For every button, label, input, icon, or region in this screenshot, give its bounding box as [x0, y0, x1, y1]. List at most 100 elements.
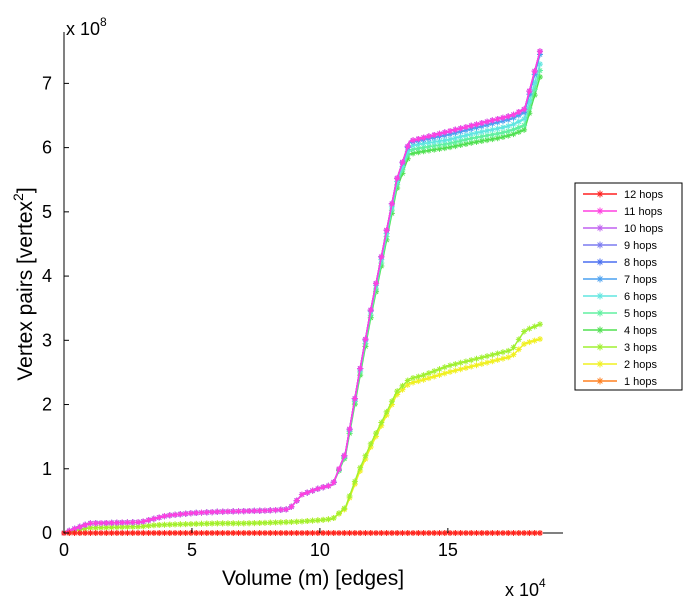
data-point — [76, 523, 83, 530]
data-point — [261, 530, 268, 536]
data-point — [515, 108, 522, 115]
data-point — [346, 530, 353, 536]
legend-swatch-marker — [596, 258, 604, 266]
data-point — [515, 336, 522, 343]
data-point — [362, 452, 369, 459]
data-point — [246, 520, 253, 527]
data-point — [277, 530, 284, 536]
data-point — [325, 482, 332, 489]
data-point — [108, 519, 115, 526]
data-point — [119, 519, 126, 526]
y-tick-label: 1 — [42, 459, 52, 479]
data-point — [209, 520, 216, 527]
data-point — [425, 375, 432, 382]
data-point — [224, 508, 231, 515]
data-point — [531, 530, 538, 536]
data-point — [462, 364, 469, 371]
data-point — [521, 341, 528, 348]
data-point — [261, 507, 268, 514]
data-point — [288, 518, 295, 525]
legend-label: 2 hops — [624, 359, 658, 371]
data-point — [76, 530, 83, 536]
data-point — [462, 140, 469, 147]
legend-entry: 4 hops — [583, 325, 658, 337]
data-point — [484, 127, 491, 134]
data-point — [441, 141, 448, 148]
data-point — [452, 143, 459, 150]
data-point — [462, 132, 469, 139]
data-point — [499, 117, 506, 124]
data-point — [447, 368, 454, 375]
data-point — [521, 328, 528, 335]
data-point — [431, 530, 438, 536]
data-point — [399, 530, 406, 536]
data-point — [277, 506, 284, 513]
data-point — [489, 530, 496, 536]
data-point — [452, 530, 459, 536]
series-4-hops — [61, 73, 543, 536]
data-point — [119, 524, 126, 531]
data-point — [536, 48, 543, 55]
data-point — [494, 130, 501, 137]
data-point — [505, 354, 512, 361]
legend-box — [574, 182, 683, 391]
data-point — [473, 362, 480, 369]
data-point — [145, 522, 152, 529]
data-point — [394, 388, 401, 395]
data-point — [267, 507, 274, 514]
legend-label: 4 hops — [624, 325, 658, 337]
data-point — [399, 163, 406, 170]
legend-entry: 3 hops — [583, 342, 658, 354]
data-point — [357, 467, 364, 474]
data-point — [499, 349, 506, 356]
data-point — [399, 170, 406, 177]
data-point — [478, 133, 485, 140]
data-point — [150, 522, 157, 529]
data-point — [251, 507, 258, 514]
data-point — [298, 491, 305, 498]
data-point — [462, 136, 469, 143]
legend-swatch-marker — [596, 241, 604, 249]
data-point — [219, 530, 226, 536]
data-point — [203, 520, 210, 527]
data-point — [135, 523, 142, 530]
data-point — [473, 138, 480, 145]
data-point — [521, 122, 528, 129]
legend-label: 3 hops — [624, 342, 658, 354]
data-point — [441, 132, 448, 139]
data-point — [431, 368, 438, 375]
data-point — [283, 519, 290, 526]
data-point — [526, 530, 533, 536]
data-point — [452, 135, 459, 142]
data-point — [272, 519, 279, 526]
data-point — [415, 135, 422, 142]
data-point — [484, 353, 491, 360]
legend-entry: 12 hops — [583, 189, 664, 201]
data-point — [135, 519, 142, 526]
data-point — [314, 485, 321, 492]
data-point — [357, 365, 364, 372]
data-point — [177, 521, 184, 528]
series-9-hops — [61, 48, 543, 536]
data-point — [113, 524, 120, 531]
data-point — [161, 513, 168, 520]
data-point — [462, 358, 469, 365]
data-point — [198, 509, 205, 516]
data-point — [441, 370, 448, 377]
data-point — [484, 121, 491, 128]
data-point — [235, 520, 242, 527]
data-point — [378, 422, 385, 429]
data-point — [478, 354, 485, 361]
data-point — [526, 110, 533, 117]
data-point — [325, 530, 332, 536]
data-point — [388, 200, 395, 207]
data-point — [478, 123, 485, 130]
data-point — [410, 150, 417, 157]
data-point — [193, 520, 200, 527]
data-point — [166, 521, 173, 528]
data-point — [251, 530, 258, 536]
legend-swatch-marker — [596, 275, 604, 283]
data-point — [420, 144, 427, 151]
data-point — [230, 530, 237, 536]
